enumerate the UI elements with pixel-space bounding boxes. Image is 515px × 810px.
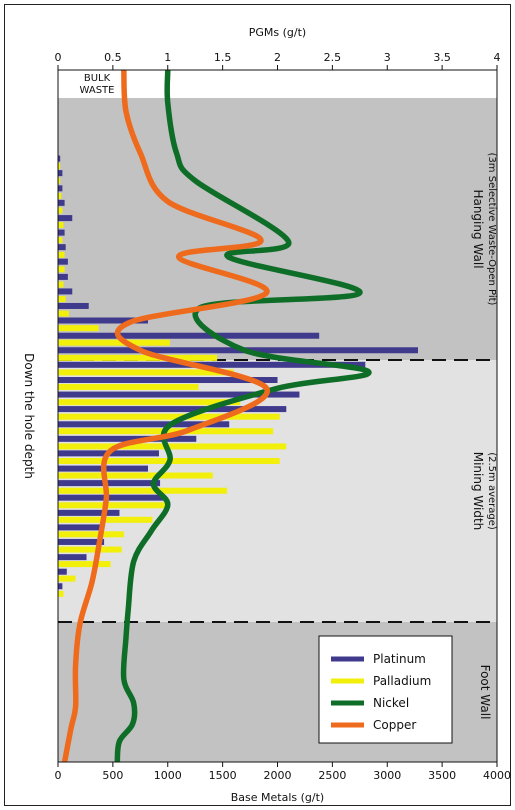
bottom-axis-tick-label: 3500	[428, 769, 456, 782]
legend-label-platinum: Platinum	[373, 652, 426, 666]
palladium-bar	[58, 590, 64, 597]
copper-line	[61, 69, 270, 763]
platinum-bar	[58, 583, 63, 590]
palladium-bar	[58, 369, 234, 376]
top-axis-tick-label: 1.5	[214, 51, 232, 64]
platinum-bar	[58, 361, 366, 368]
platinum-bar	[58, 155, 61, 162]
platinum-bar	[58, 554, 87, 561]
palladium-bar	[58, 383, 199, 390]
zone-label-foot-wall-line-1: Foot Wall	[478, 665, 492, 720]
platinum-bar	[58, 509, 120, 516]
legend-label-copper: Copper	[373, 718, 416, 732]
top-axis-tick-label: 3.5	[433, 51, 451, 64]
platinum-bar	[58, 229, 65, 236]
top-axis-tick-label: 2	[274, 51, 281, 64]
bottom-axis-label: Base Metals (g/t)	[231, 791, 324, 804]
palladium-bar	[58, 192, 62, 199]
palladium-bar	[58, 399, 241, 406]
platinum-bar	[58, 199, 65, 206]
bottom-axis-tick-label: 1000	[154, 769, 182, 782]
top-axis-tick-label: 2.5	[324, 51, 342, 64]
palladium-bar	[58, 281, 64, 288]
bulk-waste-label-line-1: BULK	[84, 73, 111, 84]
bottom-axis-tick-label: 500	[102, 769, 123, 782]
zone-label-mining-width-line-2: (2.5m average)	[486, 452, 497, 530]
platinum-bar	[58, 288, 73, 295]
palladium-bar	[58, 237, 63, 244]
platinum-bar	[58, 377, 278, 384]
platinum-bar	[58, 480, 161, 487]
zone-label-hanging-wall-line-2: (3m Selective Waste-Open Pit)	[486, 153, 497, 306]
top-axis-tick-label: 1	[164, 51, 171, 64]
bulk-waste-label-line-2: WASTE	[80, 85, 115, 96]
platinum-bar	[58, 215, 73, 222]
zone-bulk-waste	[58, 70, 497, 98]
platinum-bar	[58, 435, 197, 442]
platinum-bar	[58, 538, 105, 545]
platinum-bar	[58, 391, 300, 398]
palladium-bar	[58, 325, 99, 332]
platinum-bar	[58, 244, 66, 251]
top-axis-tick-label: 3	[384, 51, 391, 64]
palladium-bar	[58, 472, 213, 479]
platinum-bar	[58, 421, 230, 428]
palladium-bar	[58, 546, 122, 553]
platinum-bar	[58, 170, 63, 177]
platinum-bar	[58, 524, 102, 531]
nickel-line	[114, 69, 372, 763]
palladium-bar	[58, 487, 228, 494]
bottom-axis-tick-label: 4000	[483, 769, 511, 782]
y-axis-label: Down the hole depth	[22, 353, 36, 479]
platinum-bar	[58, 406, 287, 413]
platinum-bar	[58, 317, 148, 324]
palladium-bar	[58, 296, 66, 303]
platinum-bar	[58, 332, 320, 339]
top-axis-tick-label: 0.5	[104, 51, 122, 64]
palladium-bar	[58, 531, 124, 538]
legend-label-nickel: Nickel	[373, 696, 409, 710]
palladium-bar	[58, 413, 280, 420]
palladium-bar	[58, 561, 111, 568]
platinum-bar	[58, 302, 89, 309]
bottom-axis-tick-label: 3000	[373, 769, 401, 782]
figure-frame	[4, 4, 511, 806]
platinum-bar	[58, 494, 164, 501]
top-axis-tick-label: 4	[494, 51, 501, 64]
palladium-bar	[58, 502, 166, 509]
palladium-bar	[58, 177, 61, 184]
palladium-bar	[58, 575, 76, 582]
bottom-axis-tick-label: 2000	[264, 769, 292, 782]
platinum-bar	[58, 185, 63, 192]
platinum-bar	[58, 258, 68, 265]
palladium-bar	[58, 354, 218, 361]
platinum-bar	[58, 273, 68, 280]
palladium-bar	[58, 443, 287, 450]
top-axis-label: PGMs (g/t)	[249, 26, 306, 39]
palladium-bar	[58, 266, 65, 273]
palladium-bar	[58, 222, 64, 229]
bottom-axis-tick-label: 2500	[318, 769, 346, 782]
legend-label-palladium: Palladium	[373, 674, 431, 688]
platinum-bar	[58, 568, 67, 575]
palladium-bar	[58, 163, 61, 170]
bottom-axis-tick-label: 1500	[209, 769, 237, 782]
palladium-bar	[58, 207, 63, 214]
zone-label-hanging-wall-line-1: Hanging Wall	[471, 189, 485, 268]
palladium-bar	[58, 251, 65, 258]
palladium-bar	[58, 339, 170, 346]
top-axis-tick-label: 0	[55, 51, 62, 64]
palladium-bar	[58, 310, 69, 317]
bottom-axis-tick-label: 0	[55, 769, 62, 782]
zone-label-mining-width-line-1: Mining Width	[471, 452, 485, 531]
